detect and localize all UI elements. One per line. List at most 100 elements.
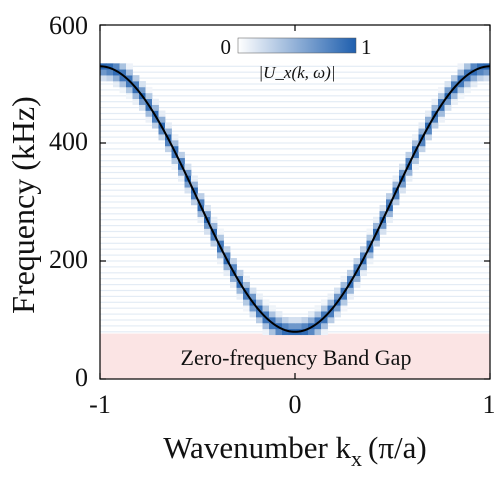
heatmap-cell — [425, 116, 432, 123]
heatmap-row-line — [100, 260, 490, 262]
heatmap-cell — [223, 252, 231, 259]
heatmap-cell — [457, 81, 465, 88]
heatmap-cell — [262, 311, 270, 318]
heatmap-cell — [171, 145, 179, 153]
heatmap-cell — [230, 275, 237, 282]
heatmap-cell — [353, 258, 361, 265]
heatmap-cell — [340, 293, 348, 300]
heatmap-cell — [379, 222, 387, 229]
heatmap-cell — [418, 122, 426, 129]
heatmap-cell — [483, 69, 490, 76]
heatmap-row-line — [100, 148, 490, 150]
heatmap-cell — [178, 175, 185, 182]
heatmap-cell — [464, 63, 471, 70]
heatmap-cell — [230, 263, 237, 271]
heatmap-row-line — [100, 95, 490, 97]
heatmap-cell — [106, 69, 114, 76]
heatmap-row-line — [100, 213, 490, 215]
heatmap-row-line — [100, 107, 490, 109]
heatmap-cell — [132, 98, 140, 105]
heatmap-cell — [204, 228, 211, 235]
heatmap-cell — [100, 75, 107, 82]
heatmap-cell — [425, 134, 432, 141]
heatmap-row-line — [100, 171, 490, 174]
heatmap-cell — [327, 317, 335, 324]
heatmap-cell — [106, 75, 114, 82]
heatmap-cell — [399, 163, 406, 170]
heatmap-cell — [106, 63, 114, 70]
heatmap-cell — [438, 98, 445, 105]
heatmap-cell — [340, 275, 348, 282]
heatmap-row-line — [100, 130, 490, 132]
heatmap-cell — [451, 75, 458, 82]
heatmap-cell — [171, 140, 179, 147]
heatmap-cell — [191, 181, 198, 188]
heatmap-cell — [360, 263, 367, 271]
heatmap-cell — [113, 75, 120, 82]
heatmap-cell — [256, 311, 263, 318]
heatmap-row-line — [100, 307, 490, 309]
heatmap-cell — [119, 86, 127, 94]
heatmap-row-line — [100, 89, 490, 91]
heatmap-row-line — [100, 266, 490, 268]
heatmap-cell — [451, 81, 458, 88]
heatmap-cell — [204, 222, 211, 229]
y-tick-label-600: 600 — [49, 11, 88, 40]
heatmap-cell — [295, 322, 302, 330]
heatmap-row-line — [100, 313, 490, 315]
heatmap-cell — [269, 322, 276, 330]
heatmap-row-line — [100, 225, 490, 227]
heatmap-cell — [366, 234, 374, 241]
heatmap-cell — [366, 252, 374, 259]
heatmap-cell — [451, 92, 458, 100]
heatmap-cell — [256, 299, 263, 306]
heatmap-cell — [152, 98, 159, 105]
heatmap-cell — [191, 193, 198, 200]
heatmap-cell — [438, 86, 445, 94]
heatmap-cell — [269, 317, 276, 324]
heatmap-cell — [366, 240, 374, 247]
heatmap-row-line — [100, 295, 490, 297]
heatmap-cell — [178, 169, 185, 176]
heatmap-cell — [321, 299, 328, 306]
heatmap-cell — [392, 181, 400, 188]
heatmap-cell — [197, 199, 205, 206]
heatmap-cell — [373, 216, 380, 223]
heatmap-cell — [139, 86, 146, 94]
heatmap-row-line — [100, 301, 490, 303]
axis-ticks — [99, 24, 491, 380]
heatmap-cell — [373, 240, 380, 247]
heatmap-cell — [334, 305, 341, 312]
heatmap-cell — [126, 75, 133, 82]
x-tick-label-neg1: -1 — [89, 390, 111, 419]
heatmap-cell — [275, 328, 283, 336]
heatmap-row-line — [100, 177, 490, 179]
heatmap-cell — [223, 263, 231, 271]
heatmap-cell — [145, 86, 153, 94]
heatmap-cell — [249, 287, 257, 294]
heatmap-cell — [119, 63, 127, 70]
heatmap-cell — [464, 69, 471, 76]
heatmap-cell — [282, 328, 289, 336]
heatmap-cell — [223, 269, 231, 277]
heatmap-cell — [113, 69, 120, 76]
heatmap-cell — [184, 163, 192, 170]
heatmap-cell — [451, 86, 458, 94]
heatmap-cell — [457, 69, 465, 76]
heatmap-cell — [470, 81, 478, 88]
heatmap-row-line — [100, 71, 490, 73]
heatmap-cell — [321, 322, 328, 330]
heatmap-cell — [217, 234, 224, 241]
heatmap-cell — [132, 86, 140, 94]
heatmap-cell — [210, 216, 218, 223]
heatmap-cell — [308, 317, 315, 324]
heatmap-cell — [308, 328, 315, 336]
heatmap-cell — [158, 110, 166, 117]
heatmap-cell — [145, 110, 153, 117]
heatmap-cell — [197, 193, 205, 200]
heatmap-cell — [334, 293, 341, 300]
heatmap-cell — [236, 287, 244, 294]
heatmap-cell — [210, 234, 218, 241]
heatmap-cell — [152, 116, 159, 123]
